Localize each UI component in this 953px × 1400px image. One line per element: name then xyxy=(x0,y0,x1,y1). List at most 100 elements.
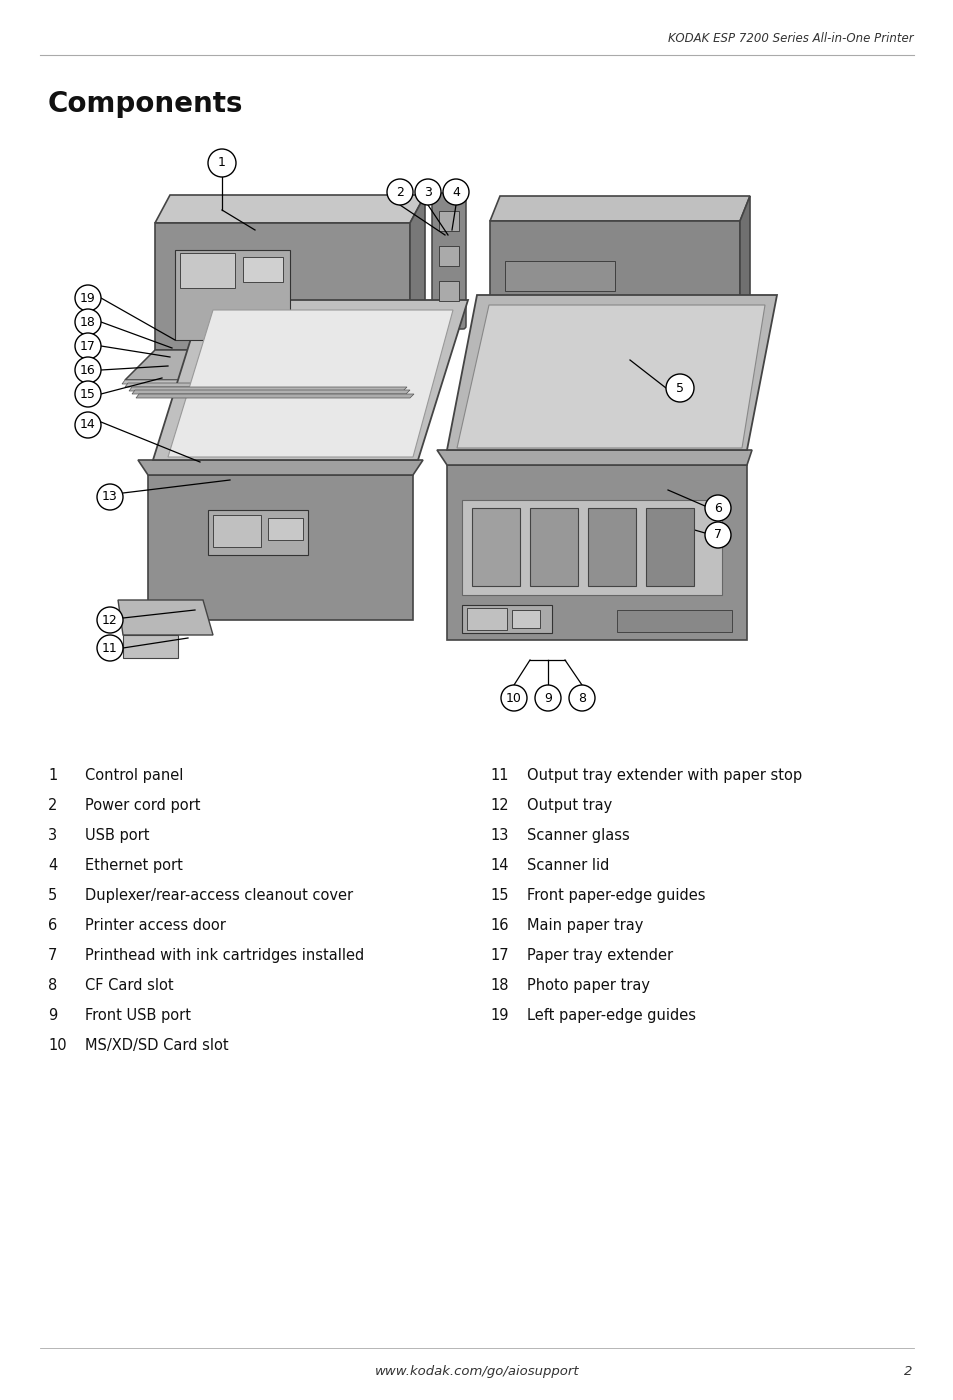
Text: 14: 14 xyxy=(490,858,508,874)
Text: Front paper-edge guides: Front paper-edge guides xyxy=(526,888,705,903)
Text: 7: 7 xyxy=(713,528,721,542)
Circle shape xyxy=(704,496,730,521)
Text: 19: 19 xyxy=(490,1008,508,1023)
Polygon shape xyxy=(436,449,751,465)
Bar xyxy=(504,260,615,291)
Text: 11: 11 xyxy=(490,769,508,783)
Bar xyxy=(438,211,458,231)
Text: 19: 19 xyxy=(80,291,95,305)
Polygon shape xyxy=(174,251,290,340)
Text: www.kodak.com/go/aiosupport: www.kodak.com/go/aiosupport xyxy=(375,1365,578,1378)
Circle shape xyxy=(75,412,101,438)
Bar xyxy=(180,253,234,288)
Text: 17: 17 xyxy=(80,340,96,353)
Text: 1: 1 xyxy=(48,769,57,783)
Circle shape xyxy=(665,374,693,402)
Text: 7: 7 xyxy=(48,948,57,963)
Circle shape xyxy=(442,179,469,204)
Text: Left paper-edge guides: Left paper-edge guides xyxy=(526,1008,696,1023)
Text: 3: 3 xyxy=(424,185,432,199)
Text: 6: 6 xyxy=(713,501,721,515)
Bar xyxy=(208,510,308,554)
Circle shape xyxy=(568,685,595,711)
Circle shape xyxy=(75,286,101,311)
Text: Ethernet port: Ethernet port xyxy=(85,858,183,874)
Text: Main paper tray: Main paper tray xyxy=(526,918,642,932)
Text: 9: 9 xyxy=(48,1008,57,1023)
Text: Photo paper tray: Photo paper tray xyxy=(526,979,649,993)
Text: 18: 18 xyxy=(80,315,96,329)
Text: Scanner glass: Scanner glass xyxy=(526,827,629,843)
Bar xyxy=(472,508,519,587)
Text: USB port: USB port xyxy=(85,827,150,843)
Circle shape xyxy=(97,636,123,661)
Circle shape xyxy=(535,685,560,711)
Circle shape xyxy=(75,309,101,335)
Text: Printer access door: Printer access door xyxy=(85,918,226,932)
Text: 12: 12 xyxy=(490,798,508,813)
Text: 4: 4 xyxy=(452,185,459,199)
Text: 11: 11 xyxy=(102,641,118,655)
Text: 12: 12 xyxy=(102,613,118,627)
Text: 3: 3 xyxy=(48,827,57,843)
Bar xyxy=(461,605,552,633)
Circle shape xyxy=(75,333,101,358)
Text: Output tray: Output tray xyxy=(526,798,612,813)
Polygon shape xyxy=(490,221,740,342)
FancyBboxPatch shape xyxy=(432,193,465,329)
Polygon shape xyxy=(456,305,764,448)
Text: 8: 8 xyxy=(578,692,585,704)
Circle shape xyxy=(97,608,123,633)
Polygon shape xyxy=(154,223,410,350)
Circle shape xyxy=(387,179,413,204)
Text: 15: 15 xyxy=(490,888,508,903)
Circle shape xyxy=(500,685,526,711)
Text: 6: 6 xyxy=(48,918,57,932)
Text: 2: 2 xyxy=(48,798,57,813)
Text: 9: 9 xyxy=(543,692,552,704)
Polygon shape xyxy=(129,386,407,391)
Circle shape xyxy=(208,148,235,176)
Text: 13: 13 xyxy=(490,827,508,843)
Polygon shape xyxy=(490,196,749,221)
Text: 13: 13 xyxy=(102,490,118,504)
Bar xyxy=(587,508,636,587)
Polygon shape xyxy=(125,384,402,386)
Text: 14: 14 xyxy=(80,419,95,431)
Bar xyxy=(213,515,261,547)
Bar xyxy=(512,610,539,629)
Text: Output tray extender with paper stop: Output tray extender with paper stop xyxy=(526,769,801,783)
Text: Components: Components xyxy=(48,90,243,118)
Text: Paper tray extender: Paper tray extender xyxy=(526,948,673,963)
Bar xyxy=(461,500,721,595)
Text: 5: 5 xyxy=(676,381,683,395)
Text: Front USB port: Front USB port xyxy=(85,1008,191,1023)
Circle shape xyxy=(75,381,101,407)
Text: Duplexer/rear-access cleanout cover: Duplexer/rear-access cleanout cover xyxy=(85,888,353,903)
Text: KODAK ESP 7200 Series All-in-One Printer: KODAK ESP 7200 Series All-in-One Printer xyxy=(668,31,913,45)
Text: 15: 15 xyxy=(80,388,96,400)
Text: 2: 2 xyxy=(395,185,403,199)
Text: Control panel: Control panel xyxy=(85,769,183,783)
Text: 4: 4 xyxy=(48,858,57,874)
Text: 18: 18 xyxy=(490,979,508,993)
Polygon shape xyxy=(118,601,213,636)
Polygon shape xyxy=(168,309,453,456)
Bar xyxy=(243,258,283,281)
Text: 10: 10 xyxy=(505,692,521,704)
Polygon shape xyxy=(122,379,399,384)
Text: MS/XD/SD Card slot: MS/XD/SD Card slot xyxy=(85,1037,229,1053)
Polygon shape xyxy=(152,300,468,461)
Text: 5: 5 xyxy=(48,888,57,903)
Polygon shape xyxy=(132,391,410,393)
Polygon shape xyxy=(123,636,178,658)
Text: 10: 10 xyxy=(48,1037,67,1053)
Text: CF Card slot: CF Card slot xyxy=(85,979,173,993)
Bar xyxy=(268,518,303,540)
Text: 16: 16 xyxy=(490,918,508,932)
Bar xyxy=(467,608,506,630)
Polygon shape xyxy=(410,195,424,350)
Text: 17: 17 xyxy=(490,948,508,963)
Text: Printhead with ink cartridges installed: Printhead with ink cartridges installed xyxy=(85,948,364,963)
Text: 2: 2 xyxy=(902,1365,911,1378)
